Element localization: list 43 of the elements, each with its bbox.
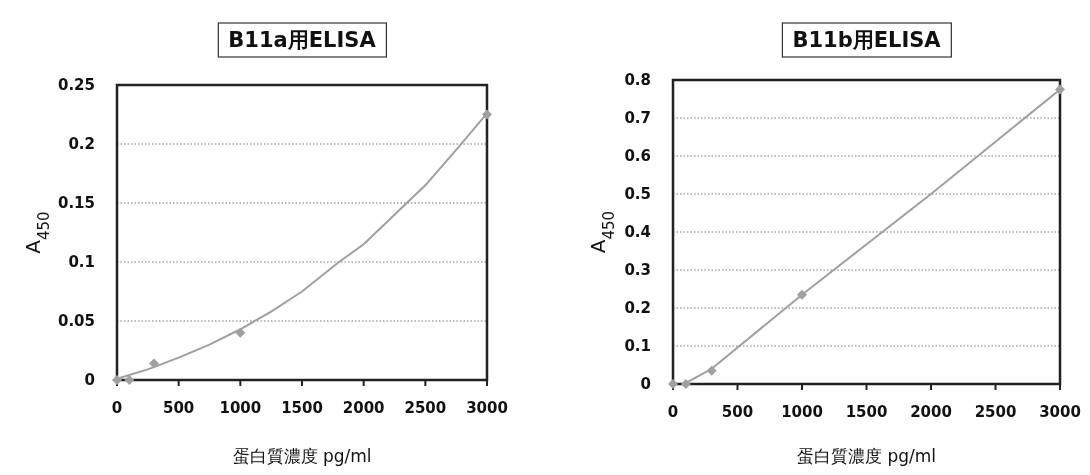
x-tick-label: 1500 — [845, 403, 888, 421]
point — [124, 375, 135, 385]
x-tick-label: 2000 — [342, 399, 385, 417]
y-tick-label: 0.05 — [57, 312, 95, 330]
x-tick-label: 2000 — [910, 403, 952, 421]
chart-title: B11b用ELISA — [792, 28, 942, 52]
x-tick-label: 500 — [163, 399, 195, 417]
x-axis-title: 蛋白質濃度 pg/ml — [232, 446, 372, 466]
x-tick-label: 500 — [721, 403, 754, 421]
x-tick-label: 0 — [667, 403, 679, 421]
point — [235, 327, 246, 338]
y-tick-label: 0.6 — [624, 147, 651, 165]
y-tick-label: 0.15 — [57, 194, 95, 212]
y-tick-label: 0.7 — [624, 109, 651, 127]
y-tick-label: 0.3 — [624, 261, 651, 279]
y-tick-label: 0.8 — [624, 71, 651, 89]
x-tick-label: 0 — [111, 399, 123, 417]
point — [706, 365, 717, 376]
y-tick-label: 0.1 — [68, 253, 95, 271]
y-tick-label: 0 — [84, 371, 95, 389]
y-tick-label: 0.4 — [624, 223, 651, 241]
point — [482, 109, 492, 120]
y-tick-label: 0 — [640, 375, 651, 393]
x-tick-label: 1500 — [281, 399, 323, 417]
x-tick-label: 2500 — [404, 399, 447, 417]
point — [668, 379, 678, 389]
point — [1055, 84, 1065, 95]
x-axis-title: 蛋白質濃度 pg/ml — [797, 446, 936, 466]
y-tick-label: 0.5 — [624, 185, 651, 203]
point — [797, 289, 807, 300]
x-tick-label: 1000 — [219, 399, 262, 417]
point — [112, 375, 122, 385]
x-tick-label: 1000 — [781, 403, 823, 421]
y-tick-label: 0.2 — [624, 299, 651, 317]
chart-title: B11a用ELISA — [228, 28, 377, 52]
y-tick-label: 0.25 — [57, 76, 95, 94]
point — [149, 358, 159, 369]
x-tick-label: 3000 — [1039, 403, 1081, 421]
x-tick-label: 3000 — [466, 399, 508, 417]
point — [680, 379, 691, 389]
y-tick-label: 0.2 — [68, 135, 95, 153]
y-tick-label: 0.1 — [624, 337, 651, 355]
x-tick-label: 2500 — [974, 403, 1017, 421]
